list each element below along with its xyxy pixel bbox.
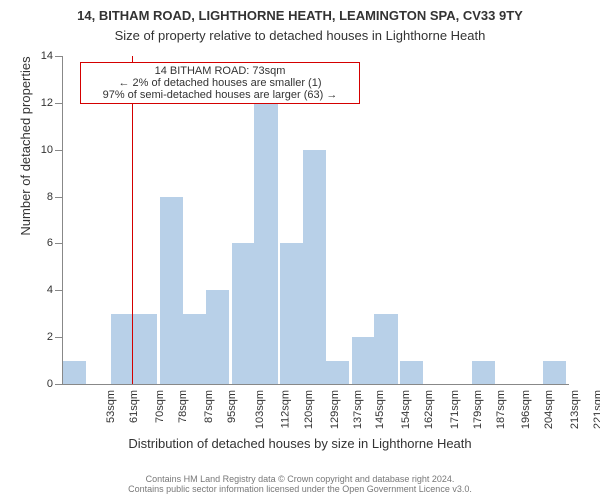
y-tick [55, 337, 63, 338]
y-tick [55, 384, 63, 385]
y-tick [55, 103, 63, 104]
bar [254, 103, 277, 384]
y-tick-label: 4 [47, 284, 53, 296]
x-tick-label: 179sqm [472, 390, 484, 429]
x-tick-label: 145sqm [375, 390, 387, 429]
y-tick [55, 243, 63, 244]
x-tick-label: 187sqm [495, 390, 507, 429]
x-tick-label: 204sqm [543, 390, 555, 429]
chart-title: 14, BITHAM ROAD, LIGHTHORNE HEATH, LEAMI… [0, 8, 600, 23]
y-tick-label: 12 [41, 97, 53, 109]
y-tick [55, 56, 63, 57]
x-tick-label: 221sqm [592, 390, 600, 429]
bar [374, 314, 397, 384]
x-tick-label: 61sqm [128, 390, 140, 423]
bar [400, 361, 423, 384]
chart-container: 14, BITHAM ROAD, LIGHTHORNE HEATH, LEAMI… [0, 0, 600, 500]
x-tick-label: 70sqm [154, 390, 166, 423]
y-tick [55, 150, 63, 151]
x-tick-label: 120sqm [303, 390, 315, 429]
y-tick-label: 0 [47, 378, 53, 390]
footer-line-2: Contains public sector information licen… [0, 484, 600, 494]
y-tick-label: 8 [47, 191, 53, 203]
x-tick-label: 129sqm [329, 390, 341, 429]
reference-line [132, 56, 133, 384]
bar [160, 197, 183, 384]
x-tick-label: 162sqm [423, 390, 435, 429]
bar [543, 361, 566, 384]
y-tick-label: 14 [41, 50, 53, 62]
annotation-line: 14 BITHAM ROAD: 73sqm [87, 65, 353, 77]
plot-area: 0246810121453sqm61sqm70sqm78sqm87sqm95sq… [62, 56, 569, 385]
x-tick-label: 95sqm [226, 390, 238, 423]
y-tick-label: 10 [41, 144, 53, 156]
chart-subtitle: Size of property relative to detached ho… [0, 28, 600, 43]
x-tick-label: 87sqm [203, 390, 215, 423]
annotation-line: 97% of semi-detached houses are larger (… [87, 89, 353, 101]
bar [232, 243, 255, 384]
y-tick-label: 6 [47, 237, 53, 249]
x-tick-label: 103sqm [255, 390, 267, 429]
y-tick [55, 197, 63, 198]
bar [183, 314, 206, 384]
x-tick-label: 196sqm [520, 390, 532, 429]
bar [206, 290, 229, 384]
x-tick-label: 213sqm [569, 390, 581, 429]
x-tick-label: 53sqm [105, 390, 117, 423]
x-tick-label: 78sqm [177, 390, 189, 423]
x-tick-label: 154sqm [400, 390, 412, 429]
annotation-line: ← 2% of detached houses are smaller (1) [87, 77, 353, 89]
bar [303, 150, 326, 384]
y-tick-label: 2 [47, 331, 53, 343]
bar [134, 314, 157, 384]
y-tick [55, 290, 63, 291]
annotation-box: 14 BITHAM ROAD: 73sqm← 2% of detached ho… [80, 62, 360, 104]
x-tick-label: 137sqm [352, 390, 364, 429]
bar [280, 243, 303, 384]
bar [326, 361, 349, 384]
bar [63, 361, 86, 384]
footer-line-1: Contains HM Land Registry data © Crown c… [0, 474, 600, 484]
x-tick-label: 171sqm [449, 390, 461, 429]
bar [472, 361, 495, 384]
x-tick-label: 112sqm [279, 390, 291, 428]
x-axis-label: Distribution of detached houses by size … [0, 436, 600, 451]
y-axis-label: Number of detached properties [18, 0, 33, 310]
footer-credits: Contains HM Land Registry data © Crown c… [0, 474, 600, 494]
bar [352, 337, 375, 384]
